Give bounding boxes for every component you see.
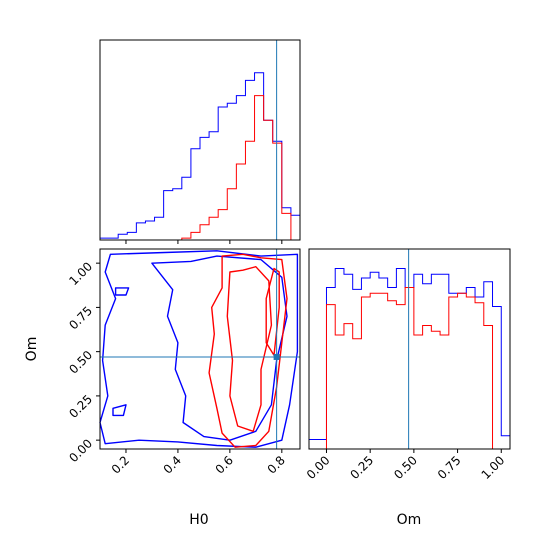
y-axis-label-om: Om	[24, 337, 40, 362]
x-axis-label-h0: H0	[189, 512, 208, 528]
truth-point-marker	[273, 353, 280, 360]
contour-s0-3	[112, 404, 127, 417]
x-axis-label-om: Om	[397, 512, 422, 528]
contour-s0-2	[114, 287, 130, 296]
contour-s1-1	[226, 266, 273, 432]
om-hist-series-1	[309, 287, 510, 450]
contour-s1-0	[208, 253, 288, 448]
joint-frame	[99, 248, 301, 450]
h0-marginal-frame	[99, 39, 301, 241]
contour-s0-0	[99, 250, 299, 448]
h0-marginal-panel	[99, 39, 301, 244]
om-marginal-frame	[308, 248, 511, 450]
contour-s0-1	[151, 255, 288, 441]
